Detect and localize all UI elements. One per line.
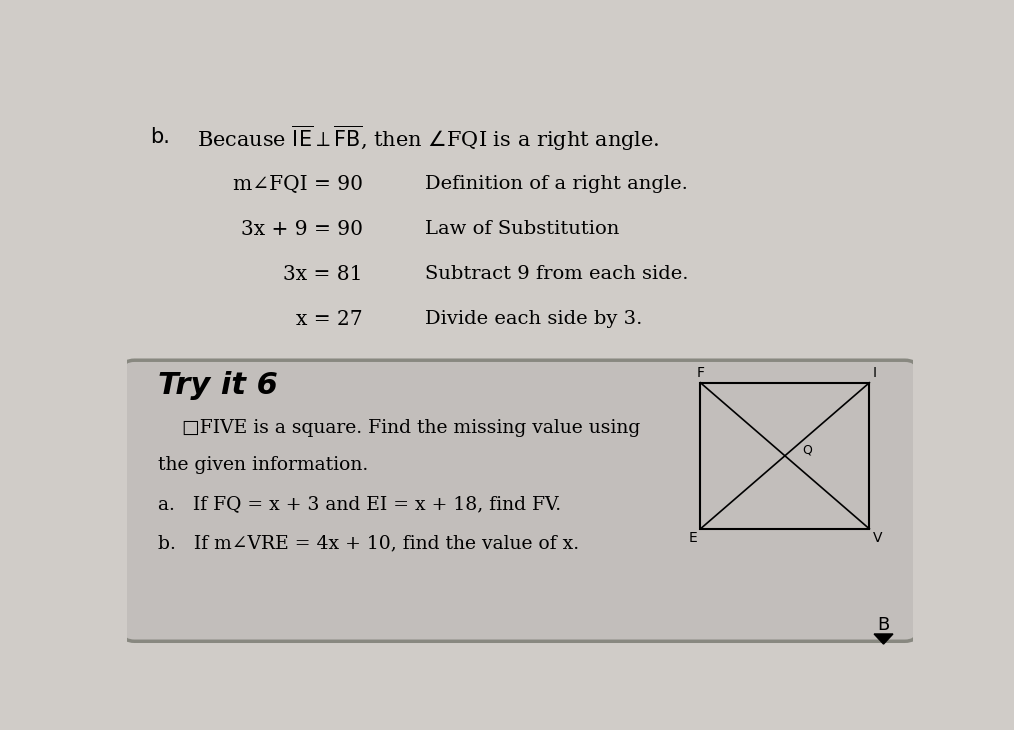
Text: Q: Q	[802, 444, 812, 457]
FancyBboxPatch shape	[123, 360, 917, 641]
Text: Try it 6: Try it 6	[158, 372, 278, 401]
Text: x = 27: x = 27	[296, 310, 363, 328]
Polygon shape	[874, 634, 893, 644]
Text: m∠FQI = 90: m∠FQI = 90	[232, 174, 363, 193]
Text: 3x + 9 = 90: 3x + 9 = 90	[240, 220, 363, 239]
Text: Definition of a right angle.: Definition of a right angle.	[426, 174, 689, 193]
Text: Because $\overline{\mathrm{IE}} \perp \overline{\mathrm{FB}}$, then $\angle$FQI : Because $\overline{\mathrm{IE}} \perp \o…	[198, 124, 660, 153]
Text: F: F	[697, 366, 705, 380]
Text: a.   If FQ = x + 3 and EI = x + 18, find FV.: a. If FQ = x + 3 and EI = x + 18, find F…	[158, 495, 562, 513]
Text: b.   If m∠VRE = 4x + 10, find the value of x.: b. If m∠VRE = 4x + 10, find the value of…	[158, 534, 579, 553]
Text: 3x = 81: 3x = 81	[283, 265, 363, 284]
Text: B: B	[877, 616, 889, 634]
Text: Divide each side by 3.: Divide each side by 3.	[426, 310, 643, 328]
Text: b.: b.	[150, 127, 170, 147]
Text: Subtract 9 from each side.: Subtract 9 from each side.	[426, 265, 689, 283]
Text: E: E	[689, 531, 698, 545]
Text: □FIVE is a square. Find the missing value using: □FIVE is a square. Find the missing valu…	[182, 419, 640, 437]
Text: Law of Substitution: Law of Substitution	[426, 220, 620, 238]
Text: the given information.: the given information.	[158, 456, 368, 474]
Text: V: V	[872, 531, 882, 545]
Text: I: I	[872, 366, 876, 380]
